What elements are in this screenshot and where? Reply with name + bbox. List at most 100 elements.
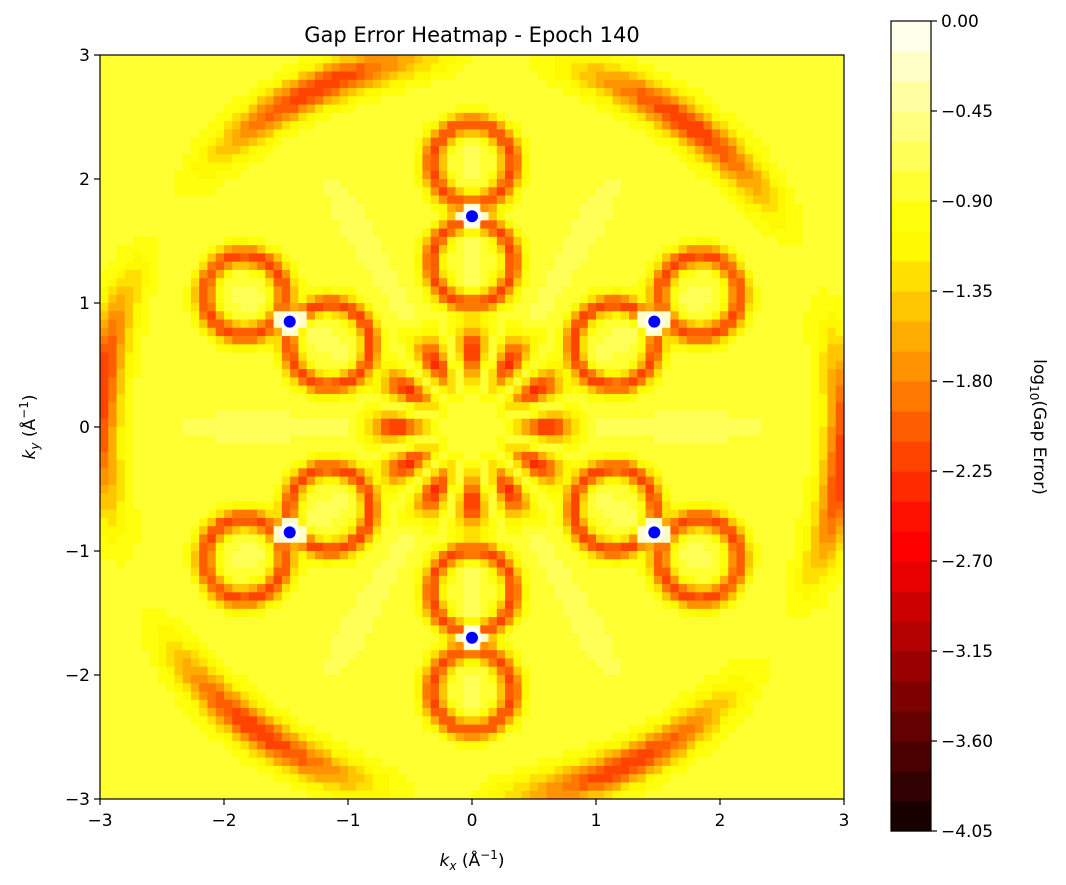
heatmap-cell — [653, 137, 663, 147]
heatmap-cell — [703, 418, 713, 428]
heatmap-cell — [736, 88, 746, 97]
heatmap-cell — [604, 236, 614, 246]
heatmap-cell — [653, 493, 663, 502]
heatmap-cell — [405, 278, 415, 288]
heatmap-cell — [356, 435, 366, 445]
heatmap-cell — [777, 96, 787, 106]
heatmap-cell — [579, 303, 589, 312]
heatmap-cell — [257, 476, 266, 486]
heatmap-cell — [744, 55, 754, 64]
heatmap-cell — [637, 245, 647, 254]
heatmap-cell — [480, 203, 490, 213]
heatmap-cell — [678, 286, 688, 296]
heatmap-cell — [141, 319, 151, 329]
heatmap-cell — [331, 236, 341, 246]
heatmap-cell — [207, 170, 217, 180]
heatmap-cell — [339, 55, 349, 64]
heatmap-cell — [521, 212, 531, 221]
heatmap-cell — [653, 402, 663, 412]
heatmap-cell — [513, 71, 523, 81]
heatmap-cell — [232, 311, 242, 321]
heatmap-cell — [224, 286, 233, 296]
heatmap-cell — [174, 311, 184, 321]
heatmap-cell — [827, 286, 837, 296]
heatmap-cell — [802, 427, 812, 436]
heatmap-cell — [761, 484, 771, 494]
heatmap-cell — [546, 154, 556, 164]
heatmap-cell — [546, 195, 556, 205]
heatmap-cell — [133, 319, 142, 329]
heatmap-cell — [662, 344, 671, 354]
heatmap-cell — [397, 509, 407, 519]
heatmap-cell — [678, 79, 688, 89]
heatmap-cell — [447, 179, 457, 188]
heatmap-cell — [372, 245, 382, 254]
heatmap-cell — [141, 294, 151, 304]
heatmap-cell — [736, 269, 746, 279]
heatmap-cell — [356, 443, 366, 453]
heatmap-cell — [777, 418, 787, 428]
heatmap-cell — [521, 352, 531, 362]
heatmap-cell — [620, 88, 630, 97]
heatmap-cell — [381, 385, 390, 395]
heatmap-cell — [612, 179, 622, 188]
heatmap-cell — [174, 269, 184, 279]
heatmap-cell — [455, 393, 465, 403]
heatmap-cell — [207, 402, 217, 412]
heatmap-cell — [711, 96, 721, 106]
heatmap-cell — [348, 71, 357, 81]
heatmap-cell — [290, 476, 299, 486]
heatmap-cell — [397, 460, 407, 469]
heatmap-cell — [645, 195, 655, 205]
heatmap-cell — [819, 493, 829, 502]
heatmap-cell — [662, 352, 671, 362]
heatmap-cell — [463, 88, 473, 97]
heatmap-cell — [802, 344, 812, 354]
heatmap-cell — [587, 460, 597, 469]
heatmap-cell — [116, 385, 126, 395]
heatmap-cell — [786, 402, 795, 412]
heatmap-cell — [397, 245, 407, 254]
heatmap-cell — [224, 427, 233, 436]
heatmap-cell — [240, 269, 250, 279]
heatmap-cell — [331, 369, 341, 378]
heatmap-cell — [521, 236, 531, 246]
heatmap-cell — [174, 294, 184, 304]
heatmap-cell — [381, 443, 390, 453]
heatmap-cell — [298, 145, 308, 155]
heatmap-cell — [711, 501, 721, 511]
heatmap-cell — [405, 509, 415, 519]
heatmap-cell — [422, 71, 432, 81]
heatmap-cell — [562, 71, 572, 81]
heatmap-cell — [463, 170, 473, 180]
heatmap-cell — [182, 79, 192, 89]
heatmap-cell — [786, 203, 795, 213]
heatmap-cell — [810, 63, 820, 73]
heatmap-cell — [786, 418, 795, 428]
heatmap-cell — [455, 418, 465, 428]
heatmap-cell — [207, 509, 217, 519]
heatmap-cell — [521, 179, 531, 188]
heatmap-cell — [736, 179, 746, 188]
heatmap-cell — [298, 154, 308, 164]
heatmap-cell — [141, 311, 151, 321]
heatmap-cell — [422, 269, 432, 279]
heatmap-cell — [736, 145, 746, 155]
heatmap-cell — [314, 137, 324, 147]
heatmap-cell — [554, 484, 564, 494]
heatmap-cell — [281, 336, 291, 345]
heatmap-cell — [265, 121, 275, 130]
heatmap-cell — [124, 170, 134, 180]
heatmap-cell — [190, 71, 200, 81]
heatmap-cell — [290, 493, 299, 502]
heatmap-cell — [149, 377, 159, 387]
heatmap-cell — [562, 336, 572, 345]
heatmap-cell — [306, 476, 316, 486]
heatmap-cell — [472, 344, 481, 354]
heatmap-cell — [141, 286, 151, 296]
heatmap-cell — [240, 484, 250, 494]
heatmap-cell — [653, 360, 663, 370]
heatmap-cell — [744, 154, 754, 164]
heatmap-cell — [364, 294, 374, 304]
heatmap-cell — [257, 245, 266, 254]
